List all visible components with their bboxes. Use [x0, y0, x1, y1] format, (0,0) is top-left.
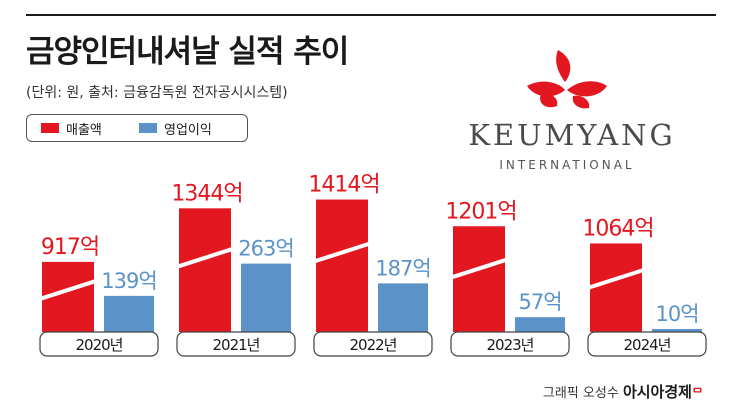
operating-profit-label: 139억 — [101, 269, 156, 293]
year-label: 2020년 — [76, 336, 123, 354]
operating-profit-bar — [241, 263, 291, 332]
revenue-bar — [316, 199, 368, 332]
revenue-bar — [590, 243, 642, 332]
credit: 그래픽 오성수 아시아경제ᄆ — [543, 381, 703, 402]
legend-label-operating-profit: 영업이익 — [164, 122, 212, 138]
year-label: 2021년 — [213, 336, 260, 354]
revenue-label: 1064억 — [582, 216, 653, 241]
revenue-label: 1344억 — [171, 181, 242, 206]
revenue-label: 1201억 — [445, 199, 516, 224]
legend-label-revenue: 매출액 — [66, 122, 102, 138]
revenue-label: 1414억 — [308, 173, 379, 198]
legend-swatch-revenue — [41, 123, 59, 133]
logo-subtitle: INTERNATIONAL — [499, 158, 635, 172]
operating-profit-bar — [104, 295, 154, 332]
operating-profit-bar — [378, 283, 428, 332]
operating-profit-label: 57억 — [518, 290, 561, 314]
operating-profit-label: 263억 — [238, 237, 293, 261]
legend-swatch-operating-profit — [139, 123, 157, 133]
axis-break-mark — [313, 241, 371, 264]
operating-profit-label: 187억 — [375, 256, 430, 280]
revenue-bar — [453, 226, 505, 332]
credit-graphic: 그래픽 오성수 — [542, 386, 619, 401]
credit-mark-icon: ᄆ — [691, 386, 703, 400]
year-box — [39, 331, 159, 357]
year-box — [313, 331, 433, 357]
revenue-bar — [179, 208, 231, 332]
top-rule — [26, 14, 716, 16]
legend-item-revenue: 매출액 — [41, 115, 102, 141]
chart-title: 금양인터내셔날 실적 추이 — [26, 34, 349, 70]
axis-break-mark — [587, 267, 645, 290]
year-box — [176, 331, 296, 357]
axis-break-mark — [176, 246, 234, 269]
legend-item-operating-profit: 영업이익 — [139, 115, 212, 141]
year-box — [587, 331, 707, 357]
year-label: 2024년 — [624, 336, 671, 354]
operating-profit-label: 10억 — [655, 302, 698, 326]
credit-brand: 아시아경제 — [622, 383, 692, 401]
axis-break-mark — [450, 257, 508, 280]
revenue-label: 917억 — [41, 235, 99, 260]
chart-subtitle: (단위: 원, 출처: 금융감독원 전자공시시스템) — [26, 85, 288, 101]
operating-profit-bar — [652, 329, 702, 332]
year-label: 2023년 — [487, 336, 534, 354]
legend: 매출액 영업이익 — [26, 114, 248, 142]
year-label: 2022년 — [350, 336, 397, 354]
year-box — [450, 331, 570, 357]
axis-break-mark — [39, 279, 97, 301]
keumyang-logo-icon — [527, 50, 607, 109]
operating-profit-bar — [515, 317, 565, 332]
logo-wordmark: KEUMYANG — [468, 118, 676, 152]
